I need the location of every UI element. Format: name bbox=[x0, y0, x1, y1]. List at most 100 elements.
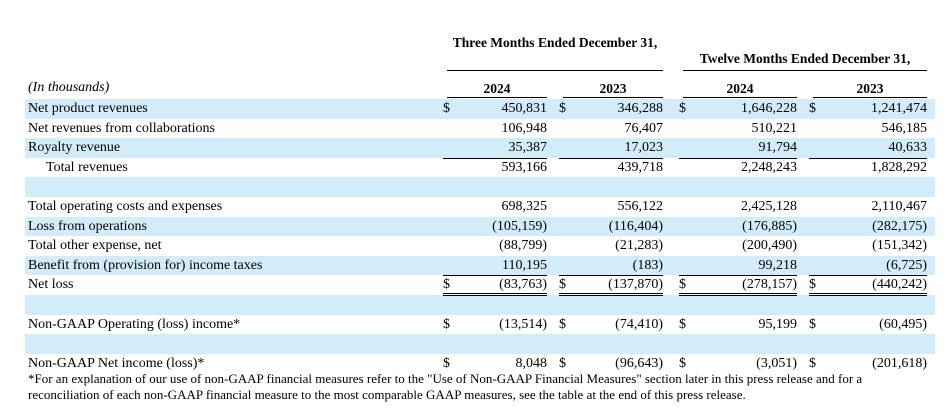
double-rule bbox=[809, 293, 927, 295]
cell-value: (282,175) bbox=[872, 218, 927, 234]
row-band bbox=[25, 295, 935, 315]
cell-value: 1,646,228 bbox=[741, 101, 797, 116]
cell-value: 110,195 bbox=[502, 257, 547, 273]
row-label: Loss from operations bbox=[28, 218, 147, 234]
cell-value: 2,110,467 bbox=[871, 199, 927, 214]
cell-value: 40,633 bbox=[888, 140, 928, 156]
year-header: 2023 bbox=[599, 81, 627, 96]
double-rule bbox=[559, 295, 663, 297]
cell-value: 510,221 bbox=[751, 120, 798, 136]
cell-value: 593,166 bbox=[501, 159, 548, 175]
row-label: Benefit from (provision for) income taxe… bbox=[28, 257, 263, 273]
cell-value: 106,948 bbox=[501, 120, 548, 136]
cell-value: 17,023 bbox=[624, 140, 664, 156]
cell-value: 2,248,243 bbox=[741, 159, 797, 175]
double-rule bbox=[679, 293, 797, 295]
currency-symbol: $ bbox=[809, 316, 816, 332]
year-header: 2023 bbox=[856, 81, 884, 96]
row-label: Total revenues bbox=[46, 159, 128, 175]
total-rule bbox=[559, 275, 663, 277]
year-rule bbox=[563, 97, 663, 98]
cell-value: 91,794 bbox=[758, 140, 798, 156]
year-header: 2024 bbox=[726, 81, 754, 96]
cell-value: (60,495) bbox=[879, 316, 927, 332]
year-rule bbox=[447, 97, 547, 98]
cell-value: (200,490) bbox=[742, 238, 797, 254]
total-rule bbox=[809, 275, 927, 277]
row-label: Royalty revenue bbox=[28, 140, 121, 156]
row-label: Net revenues from collaborations bbox=[28, 120, 215, 136]
cell-value: 99,218 bbox=[758, 257, 798, 273]
row-band bbox=[25, 255, 935, 276]
header-rule bbox=[683, 70, 927, 71]
cell-value: 2,425,128 bbox=[741, 199, 797, 214]
currency-symbol: $ bbox=[679, 277, 686, 293]
total-rule bbox=[443, 157, 547, 159]
row-band bbox=[25, 99, 935, 119]
currency-symbol: $ bbox=[559, 277, 566, 293]
cell-value: (278,157) bbox=[742, 277, 797, 293]
header-rule bbox=[447, 70, 663, 71]
cell-value: (83,763) bbox=[499, 277, 547, 293]
cell-value: 76,407 bbox=[624, 120, 664, 136]
currency-symbol: $ bbox=[443, 316, 450, 332]
currency-symbol: $ bbox=[443, 101, 450, 116]
double-rule bbox=[559, 293, 663, 295]
cell-value: (96,643) bbox=[615, 355, 663, 371]
currency-symbol: $ bbox=[559, 355, 566, 371]
cell-value: 8,048 bbox=[515, 355, 548, 371]
cell-value: (183) bbox=[632, 257, 663, 273]
cell-value: (21,283) bbox=[615, 238, 663, 254]
row-label: Total operating costs and expenses bbox=[28, 199, 223, 214]
currency-symbol: $ bbox=[679, 316, 686, 332]
cell-value: (201,618) bbox=[872, 355, 927, 371]
cell-value: (440,242) bbox=[872, 277, 927, 293]
double-rule bbox=[443, 293, 547, 295]
currency-symbol: $ bbox=[809, 355, 816, 371]
row-label: Non-GAAP Net income (loss)* bbox=[28, 355, 205, 371]
cell-value: 346,288 bbox=[617, 101, 664, 116]
row-band bbox=[25, 138, 935, 158]
currency-symbol: $ bbox=[809, 101, 816, 116]
currency-symbol: $ bbox=[443, 277, 450, 293]
year-rule bbox=[813, 97, 927, 98]
cell-value: (6,725) bbox=[886, 257, 927, 273]
cell-value: 95,199 bbox=[758, 316, 798, 332]
cell-value: 1,828,292 bbox=[871, 159, 927, 175]
cell-value: (116,404) bbox=[608, 218, 663, 234]
cell-value: 35,387 bbox=[508, 140, 548, 156]
three-months-header: Three Months Ended December 31, bbox=[452, 35, 658, 50]
currency-symbol: $ bbox=[809, 277, 816, 293]
row-band bbox=[25, 334, 935, 354]
total-rule bbox=[679, 275, 797, 277]
units-label: (In thousands) bbox=[28, 80, 110, 95]
total-rule bbox=[809, 157, 927, 159]
cell-value: (176,885) bbox=[742, 218, 797, 234]
year-rule bbox=[683, 97, 797, 98]
cell-value: 439,718 bbox=[617, 159, 664, 175]
row-label: Net loss bbox=[28, 277, 74, 293]
total-rule bbox=[559, 157, 663, 159]
cell-value: 546,185 bbox=[881, 120, 928, 136]
year-header: 2024 bbox=[483, 81, 511, 96]
cell-value: 1,241,474 bbox=[871, 101, 927, 116]
cell-value: 698,325 bbox=[501, 199, 548, 214]
cell-value: (105,159) bbox=[492, 218, 547, 234]
cell-value: 450,831 bbox=[501, 101, 548, 116]
currency-symbol: $ bbox=[443, 355, 450, 371]
double-rule bbox=[679, 295, 797, 297]
row-label: Net product revenues bbox=[28, 101, 148, 116]
twelve-months-header: Twelve Months Ended December 31, bbox=[699, 51, 911, 66]
cell-value: (137,870) bbox=[608, 277, 663, 293]
cell-value: 556,122 bbox=[617, 199, 664, 214]
row-label: Non-GAAP Operating (loss) income* bbox=[28, 316, 241, 332]
double-rule bbox=[443, 295, 547, 297]
currency-symbol: $ bbox=[679, 355, 686, 371]
total-rule bbox=[679, 157, 797, 159]
cell-value: (13,514) bbox=[499, 316, 547, 332]
cell-value: (3,051) bbox=[756, 355, 797, 371]
currency-symbol: $ bbox=[559, 316, 566, 332]
double-rule bbox=[809, 295, 927, 297]
total-rule bbox=[443, 275, 547, 277]
